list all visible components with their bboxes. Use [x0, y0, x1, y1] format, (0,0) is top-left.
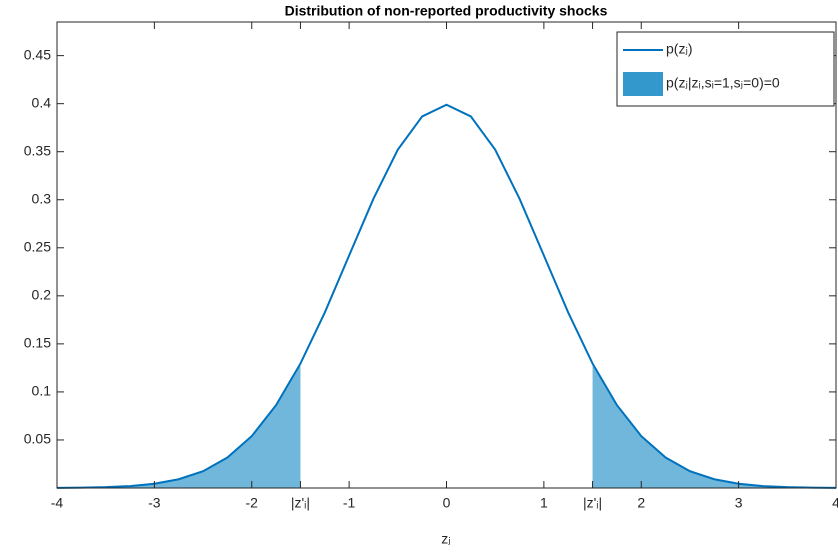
x-tick-label: -4: [51, 495, 64, 511]
legend-label: p(zⱼ): [666, 41, 693, 57]
plot-area: [56, 103, 837, 489]
legend-swatch: [623, 72, 663, 96]
x-tick-label: -3: [148, 495, 161, 511]
x-tick-label: 4: [832, 495, 838, 511]
y-tick-label: 0.25: [24, 238, 51, 254]
x-tick-label: 2: [637, 495, 645, 511]
area: [57, 363, 836, 488]
y-tick-label: 0.35: [24, 142, 51, 158]
x-tick-label: |z'ᵢ|: [583, 495, 602, 511]
y-tick-label: 0.45: [24, 46, 51, 62]
x-tick-label: -1: [343, 495, 356, 511]
legend-label: p(zⱼ|zᵢ,sᵢ=1,sⱼ=0)=0: [666, 75, 780, 91]
x-tick-label: 0: [443, 495, 451, 511]
x-tick-label: 1: [540, 495, 548, 511]
x-tick-label: |z'ᵢ|: [291, 495, 310, 511]
y-tick-label: 0.3: [32, 190, 52, 206]
y-tick-label: 0.15: [24, 335, 51, 351]
y-tick-label: 0.2: [32, 287, 52, 303]
x-tick-label: 3: [735, 495, 743, 511]
y-tick-label: 0.05: [24, 431, 51, 447]
y-tick-label: 0.1: [32, 383, 52, 399]
x-axis-label: zⱼ: [441, 531, 450, 547]
x-tick-label: -2: [246, 495, 259, 511]
y-tick-label: 0.4: [32, 94, 52, 110]
chart-title: Distribution of non-reported productivit…: [285, 3, 608, 19]
line: [56, 103, 837, 489]
